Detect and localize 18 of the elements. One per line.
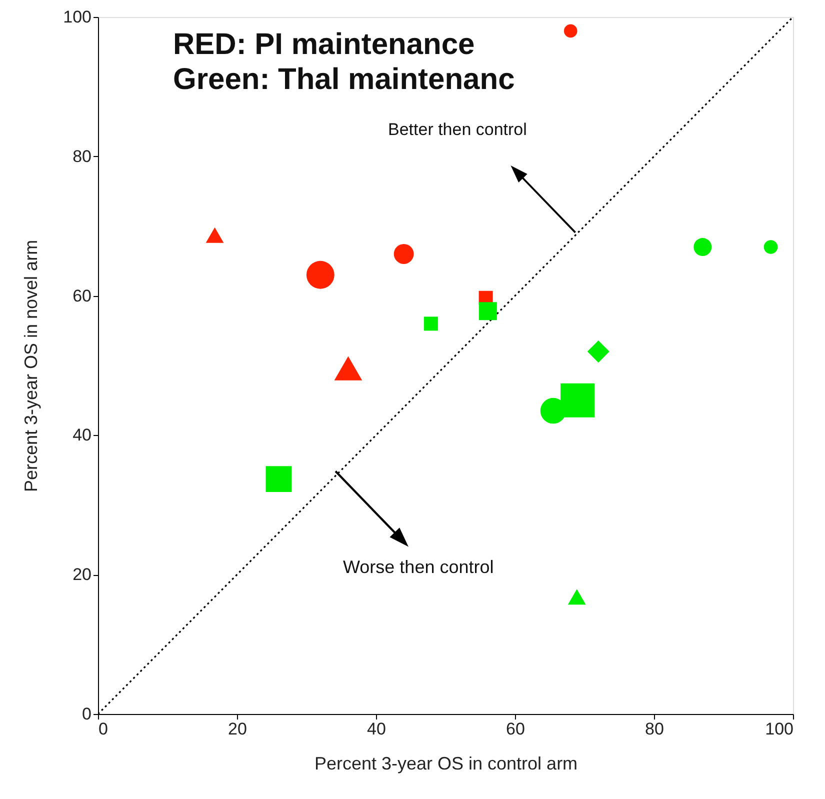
annotation: Better then control — [388, 120, 527, 139]
annotation: RED: PI maintenance — [173, 28, 475, 61]
y-tick-label: 100 — [63, 8, 92, 26]
x-axis-title: Percent 3-year OS in control arm — [314, 754, 578, 774]
x-tick-label: 20 — [228, 720, 247, 738]
x-tick-label: 100 — [765, 720, 794, 738]
x-tick-label: 0 — [98, 720, 108, 738]
y-tick-label: 80 — [72, 146, 92, 166]
annotation: Green: Thal maintenanc — [173, 63, 515, 96]
y-axis-title: Percent 3-year OS in novel arm — [21, 240, 42, 492]
y-tick-label: 40 — [72, 426, 92, 445]
annotation: Worse then control — [343, 557, 494, 577]
y-tick-label: 60 — [72, 286, 92, 306]
y-tick-label: 0 — [82, 704, 92, 724]
x-tick-label: 40 — [367, 720, 386, 738]
x-tick-label: 80 — [645, 720, 664, 738]
x-tick-label: 60 — [506, 720, 525, 738]
y-tick-label: 20 — [72, 565, 92, 584]
